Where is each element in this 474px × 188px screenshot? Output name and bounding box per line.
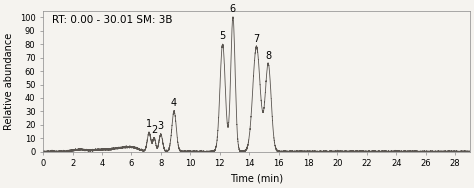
X-axis label: Time (min): Time (min) (230, 174, 283, 184)
Text: 8: 8 (265, 51, 271, 61)
Text: 1: 1 (146, 120, 152, 130)
Text: 2: 2 (151, 125, 157, 135)
Text: 6: 6 (230, 4, 236, 14)
Text: 7: 7 (253, 34, 260, 44)
Text: 4: 4 (171, 98, 177, 108)
Text: 3: 3 (158, 121, 164, 131)
Text: 5: 5 (219, 31, 226, 41)
Y-axis label: Relative abundance: Relative abundance (4, 33, 14, 130)
Text: RT: 0.00 - 30.01 SM: 3B: RT: 0.00 - 30.01 SM: 3B (52, 15, 172, 25)
